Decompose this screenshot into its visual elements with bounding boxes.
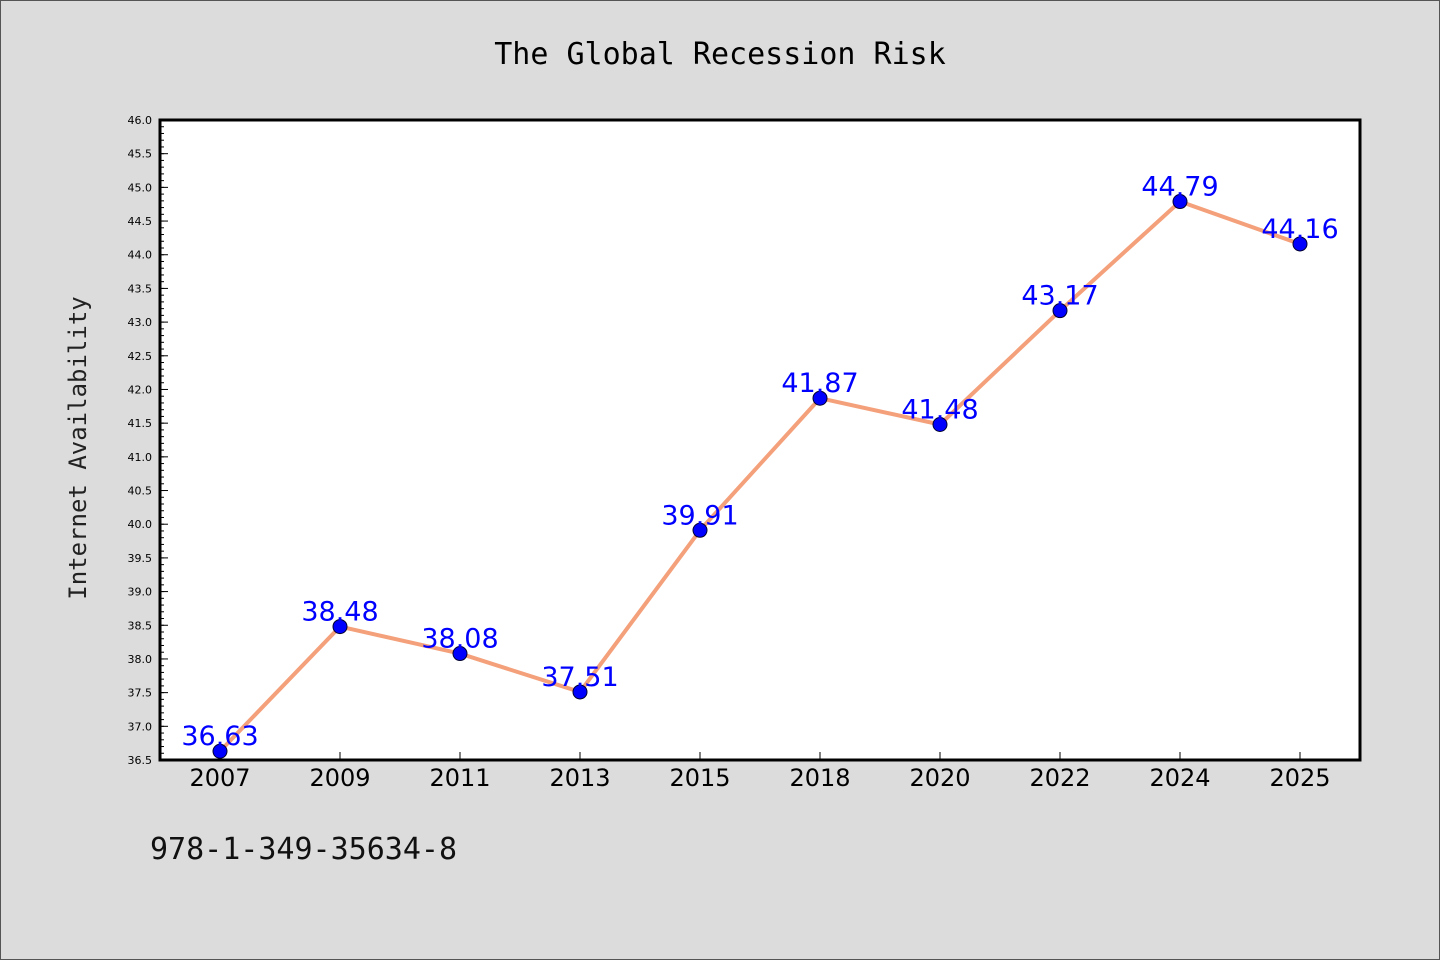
- x-tick-label: 2011: [429, 764, 490, 792]
- y-tick-label: 41.0: [128, 451, 153, 464]
- data-label: 41.87: [781, 368, 858, 399]
- y-tick-label: 42.0: [128, 383, 153, 396]
- data-point: [1172, 194, 1188, 210]
- y-tick-label: 39.5: [128, 552, 153, 565]
- x-axis: 2007 2009 2011 2013 2015 2018 2020 2022 2024 2025: [189, 752, 1331, 792]
- x-tick-label: 2025: [1269, 764, 1330, 792]
- data-point: [932, 417, 948, 433]
- data-point: [812, 390, 828, 406]
- chart-title: The Global Recession Risk: [494, 37, 946, 72]
- x-tick-label: 2022: [1029, 764, 1090, 792]
- data-label-layer: 36.63 38.48 38.08 37.51 39.91 41.87 41.48 43.17…: [181, 172, 1338, 753]
- y-tick-label: 45.5: [128, 148, 153, 161]
- y-tick-label: 40.5: [128, 485, 153, 498]
- y-tick-label: 46.0: [128, 114, 153, 127]
- y-tick-label: 37.0: [128, 720, 153, 733]
- y-tick-label: 43.5: [128, 282, 153, 295]
- plot-border: [158, 118, 1362, 762]
- y-tick-label: 36.5: [128, 754, 153, 767]
- x-tick-label: 2015: [669, 764, 730, 792]
- footer-code: 978-1-349-35634-8: [150, 832, 458, 867]
- data-label: 39.91: [661, 500, 738, 531]
- data-label: 44.16: [1261, 214, 1338, 245]
- y-tick-label: 44.5: [128, 215, 153, 228]
- x-tick-label: 2018: [789, 764, 850, 792]
- x-tick-label: 2007: [189, 764, 250, 792]
- data-label: 44.79: [1141, 172, 1218, 203]
- y-tick-label: 37.5: [128, 687, 153, 700]
- data-label: 38.08: [421, 624, 498, 655]
- x-tick-label: 2009: [309, 764, 370, 792]
- y-tick-label: 40.0: [128, 518, 153, 531]
- data-point: [212, 743, 228, 759]
- x-tick-label: 2013: [549, 764, 610, 792]
- data-label: 36.63: [181, 721, 258, 752]
- data-label: 38.48: [301, 597, 378, 628]
- plot-area: [160, 120, 1360, 760]
- data-point: [332, 619, 348, 635]
- y-tick-label: 44.0: [128, 249, 153, 262]
- x-tick-label: 2020: [909, 764, 970, 792]
- y-tick-label: 39.0: [128, 586, 153, 599]
- y-tick-label: 45.0: [128, 181, 153, 194]
- data-point: [1052, 303, 1068, 319]
- data-label: 37.51: [541, 662, 618, 693]
- data-label: 41.48: [901, 395, 978, 426]
- y-tick-label: 43.0: [128, 316, 153, 329]
- y-tick-label: 38.0: [128, 653, 153, 666]
- marker-layer: [212, 194, 1308, 759]
- y-axis-label: Internet Availability: [64, 296, 92, 599]
- y-tick-label: 38.5: [128, 619, 153, 632]
- y-tick-label: 42.5: [128, 350, 153, 363]
- data-point: [452, 646, 468, 662]
- data-point: [1292, 236, 1308, 252]
- data-point: [692, 522, 708, 538]
- data-point: [572, 684, 588, 700]
- data-label: 43.17: [1021, 281, 1098, 312]
- y-tick-label: 41.5: [128, 417, 153, 430]
- series-line-layer: [218, 199, 1301, 753]
- x-tick-label: 2024: [1149, 764, 1210, 792]
- series-line: [218, 199, 1301, 753]
